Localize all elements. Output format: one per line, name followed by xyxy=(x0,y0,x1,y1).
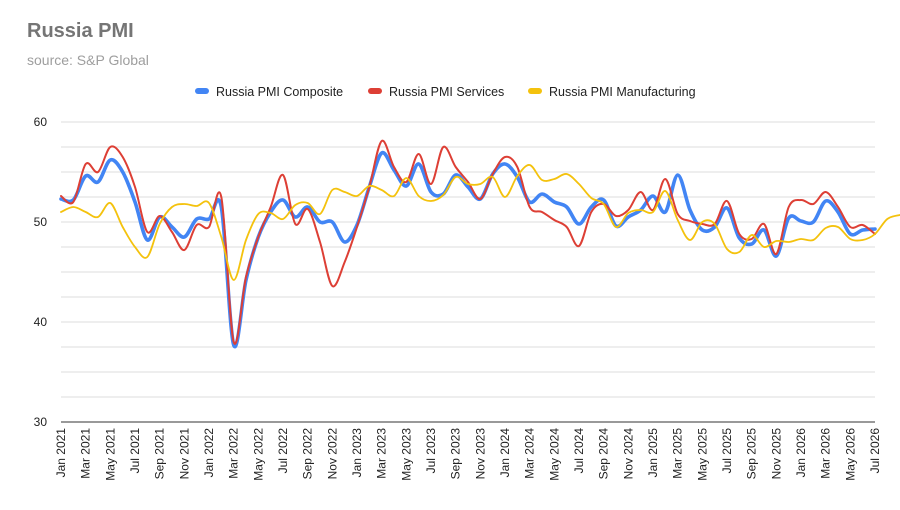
y-tick-label: 30 xyxy=(34,415,48,429)
x-tick-label: Jan 2026 xyxy=(794,428,808,478)
series-line-russia-pmi-services xyxy=(60,139,876,345)
x-tick-label: May 2026 xyxy=(843,428,857,481)
y-tick-label: 40 xyxy=(34,315,48,329)
x-tick-label: Mar 2024 xyxy=(523,428,537,479)
legend-label: Russia PMI Composite xyxy=(216,85,343,99)
x-tick-label: Sep 2023 xyxy=(449,428,463,480)
x-tick-label: Jul 2024 xyxy=(572,428,586,474)
x-tick-label: May 2021 xyxy=(103,428,117,481)
x-tick-label: Jan 2024 xyxy=(498,428,512,478)
x-axis-ticks: Jan 2021 Mar 2021 May 2021 Jul 2021 Sep 2021… xyxy=(54,428,882,481)
x-tick-label: Jul 2023 xyxy=(424,428,438,474)
series-line-russia-pmi-manufacturing xyxy=(60,164,900,281)
legend-label: Russia PMI Manufacturing xyxy=(549,85,696,99)
x-tick-label: Jul 2026 xyxy=(868,428,882,474)
x-tick-label: Mar 2021 xyxy=(79,428,93,479)
x-tick-label: Sep 2021 xyxy=(153,428,167,480)
legend-label: Russia PMI Services xyxy=(389,85,504,99)
x-tick-label: Nov 2023 xyxy=(473,428,487,480)
x-tick-label: May 2023 xyxy=(399,428,413,481)
legend: Russia PMI Composite Russia PMI Services R… xyxy=(195,85,696,99)
x-tick-label: May 2024 xyxy=(547,428,561,481)
x-tick-label: May 2025 xyxy=(695,428,709,481)
x-tick-label: Jul 2025 xyxy=(720,428,734,474)
x-tick-label: Nov 2022 xyxy=(325,428,339,480)
series-lines xyxy=(59,139,900,349)
x-tick-label: Jan 2022 xyxy=(202,428,216,478)
x-tick-label: Mar 2023 xyxy=(375,428,389,479)
x-tick-label: Mar 2025 xyxy=(671,428,685,479)
x-tick-label: Jul 2021 xyxy=(128,428,142,474)
legend-swatch xyxy=(195,88,209,94)
x-tick-label: Mar 2022 xyxy=(227,428,241,479)
x-tick-label: Sep 2022 xyxy=(301,428,315,480)
x-tick-label: Mar 2026 xyxy=(819,428,833,479)
x-tick-label: Nov 2025 xyxy=(769,428,783,480)
x-tick-label: Jan 2025 xyxy=(646,428,660,478)
chart-subtitle: source: S&P Global xyxy=(27,52,149,68)
x-tick-label: Nov 2021 xyxy=(177,428,191,480)
x-tick-label: Jan 2023 xyxy=(350,428,364,478)
y-axis-ticks: 30 40 50 60 xyxy=(34,115,48,429)
legend-swatch xyxy=(368,88,382,94)
x-tick-label: Nov 2024 xyxy=(621,428,635,480)
legend-swatch xyxy=(528,88,542,94)
x-tick-label: Jul 2022 xyxy=(276,428,290,474)
x-tick-label: Sep 2024 xyxy=(597,428,611,480)
x-tick-label: Sep 2025 xyxy=(745,428,759,480)
x-tick-label: Jan 2021 xyxy=(54,428,68,478)
x-tick-label: May 2022 xyxy=(251,428,265,481)
y-tick-label: 50 xyxy=(34,215,48,229)
y-gridlines xyxy=(61,121,875,423)
chart-title: Russia PMI xyxy=(27,20,134,42)
series-line-russia-pmi-composite xyxy=(59,150,877,349)
y-tick-label: 60 xyxy=(34,115,48,129)
